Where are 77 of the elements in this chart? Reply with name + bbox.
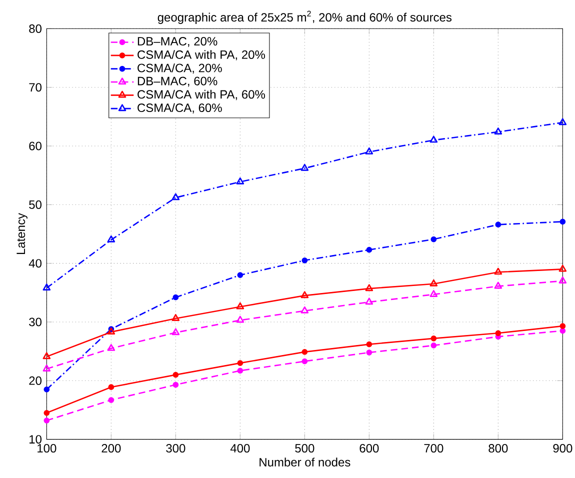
point	[430, 290, 438, 297]
point	[42, 352, 51, 360]
point	[558, 276, 567, 284]
y-tick-label: 50	[29, 200, 42, 209]
point	[44, 386, 50, 392]
point	[302, 358, 308, 364]
point	[495, 330, 502, 336]
point	[365, 147, 374, 154]
legend-label: DB–MAC, 20%	[138, 37, 218, 47]
point	[42, 364, 51, 372]
point	[366, 350, 372, 356]
point	[42, 284, 51, 291]
point	[494, 268, 502, 275]
x-tick-label: 700	[424, 444, 444, 453]
point	[172, 193, 180, 200]
point	[236, 177, 244, 184]
point	[107, 328, 116, 334]
point	[300, 164, 309, 171]
point	[302, 348, 308, 355]
point	[44, 418, 50, 424]
point	[494, 128, 502, 134]
point	[44, 410, 50, 416]
legend-label: DB–MAC, 60%	[138, 76, 218, 87]
x-axis-title: Number of nodes	[260, 458, 350, 466]
y-tick-label: 30	[29, 318, 42, 326]
point	[108, 397, 114, 403]
point	[237, 360, 244, 366]
point	[430, 236, 437, 242]
x-tick-label: 300	[166, 444, 186, 453]
point	[558, 118, 567, 126]
point	[560, 218, 566, 225]
point	[365, 284, 374, 292]
x-tick-label: 100	[38, 444, 56, 453]
point	[300, 306, 309, 314]
point	[430, 136, 438, 143]
x-tick-label: 200	[102, 444, 121, 453]
point	[172, 372, 179, 378]
y-tick-label: 40	[28, 259, 42, 268]
point	[560, 323, 566, 330]
x-tick-label: 900	[553, 444, 572, 453]
point	[237, 368, 244, 374]
point	[107, 235, 116, 242]
legend-label: CSMA/CA with PA, 60%	[138, 90, 265, 100]
y-axis-title: Latency	[16, 213, 28, 254]
point	[302, 257, 308, 264]
point	[430, 342, 437, 348]
point	[494, 282, 502, 289]
point	[172, 314, 180, 322]
y-tick-label: 10	[30, 435, 42, 444]
point	[237, 272, 244, 278]
point	[236, 316, 244, 323]
point	[172, 328, 180, 336]
y-tick-label: 60	[29, 142, 42, 150]
point	[366, 246, 372, 253]
point	[300, 291, 309, 298]
point	[172, 382, 179, 388]
x-tick-label: 800	[488, 444, 508, 453]
y-tick-label: 70	[29, 83, 42, 92]
point	[107, 344, 116, 351]
point	[108, 384, 114, 390]
y-tick-label: 20	[29, 376, 42, 385]
point	[172, 294, 179, 300]
point	[366, 341, 372, 348]
y-tick-label: 80	[29, 24, 42, 33]
legend-label: CSMA/CA, 60%	[138, 103, 222, 114]
legend-label: CSMA/CA with PA, 20%	[138, 50, 265, 60]
point	[430, 335, 437, 342]
x-tick-label: 500	[295, 444, 314, 453]
legend-label: CSMA/CA, 20%	[138, 63, 222, 74]
x-tick-label: 600	[360, 444, 379, 453]
point	[495, 222, 502, 228]
point	[430, 279, 438, 286]
x-tick-label: 400	[230, 444, 250, 453]
point	[236, 302, 244, 310]
point	[558, 264, 567, 272]
point	[365, 298, 374, 305]
chart-title: geographic area of 25x25 m$^{2}$, 20% and 60% of sources	[158, 10, 452, 24]
